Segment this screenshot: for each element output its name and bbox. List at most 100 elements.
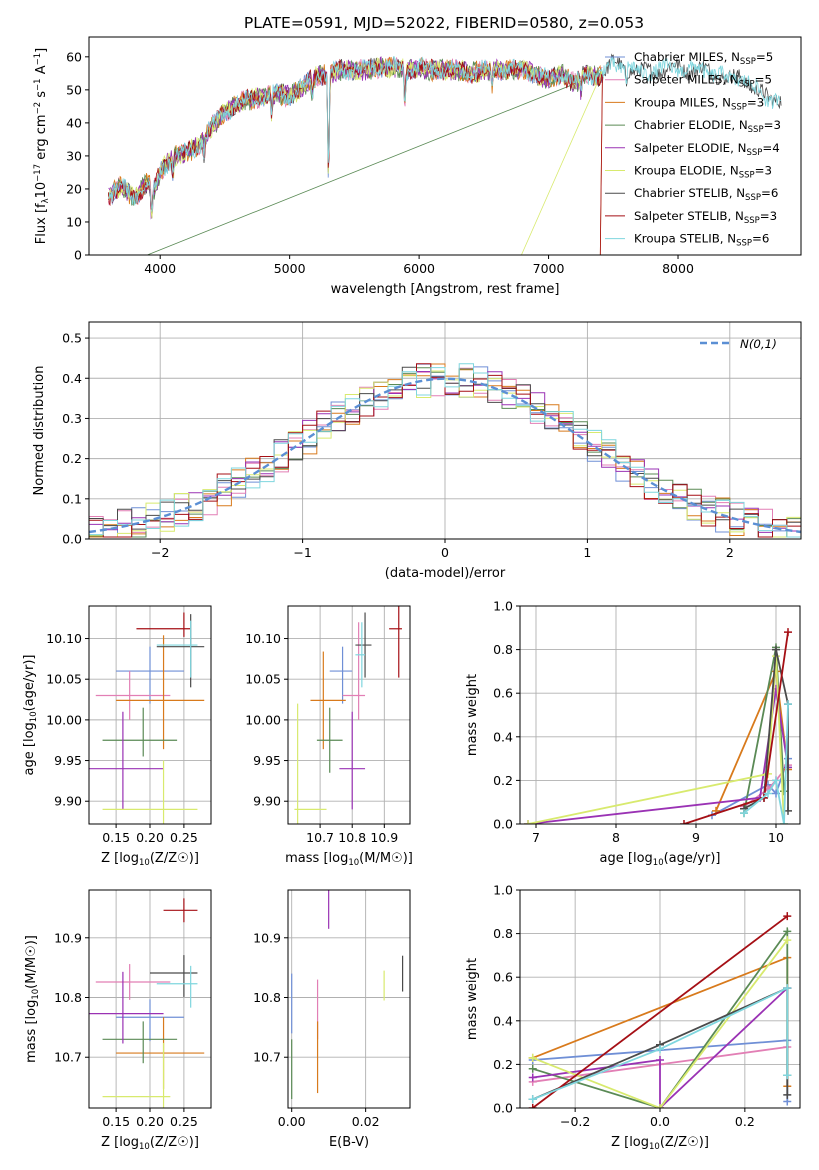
x-tick-label: 10.8: [338, 830, 366, 845]
y-tick-label: 0.8: [493, 642, 513, 657]
weight-line-9: [532, 986, 789, 1101]
y-tick-label: 10.00: [46, 712, 82, 727]
y-tick-label: 10.8: [54, 990, 82, 1005]
x-tick-label: 6000: [403, 261, 435, 276]
y-axis-label: mass [log10(M/M☉)]: [24, 935, 41, 1063]
figure-title: PLATE=0591, MJD=52022, FIBERID=0580, z=0…: [244, 14, 644, 32]
weight-marker: [783, 1090, 792, 1099]
legend-label: Chabrier ELODIE, NSSP=3: [634, 118, 781, 135]
y-tick-label: 60: [66, 49, 82, 64]
grid-lines: [89, 606, 211, 824]
histogram-step-8: [89, 363, 801, 538]
x-tick-label: 0.00: [278, 1114, 306, 1129]
x-tick-label: −0.2: [560, 1114, 590, 1129]
spectrum-line-8: [108, 56, 603, 255]
y-tick-label: 0.5: [62, 331, 82, 346]
grid-lines: [89, 890, 211, 1108]
y-tick-label: 1.0: [493, 883, 513, 898]
axes-frame: [287, 605, 411, 825]
age-vs-metallicity-panel: 0.15 0.20 0.25 9.90 9.95 10.00 10.05 10.10 Z [lo…: [22, 605, 212, 868]
x-tick-label: 5000: [274, 261, 306, 276]
x-tick-label: 2: [726, 545, 734, 560]
weight-marker: [764, 789, 772, 798]
y-tick-label: 1.0: [493, 599, 513, 614]
axes-frame: [519, 605, 801, 825]
spectrum-line-2: [108, 57, 603, 215]
x-tick-label: 8: [612, 830, 620, 845]
weight-marker: [528, 1053, 537, 1062]
y-tick-label: 0.2: [493, 773, 513, 788]
x-axis-label: Z [log10(Z/Z☉)]: [101, 1135, 199, 1152]
x-tick-label: 0.25: [170, 830, 198, 845]
x-tick-label: −2: [151, 545, 169, 560]
x-axis-label: mass [log10(M/M☉)]: [285, 851, 413, 868]
y-tick-label: 0.4: [62, 371, 82, 386]
plot-area: [294, 606, 402, 824]
x-tick-label: 0.02: [352, 1114, 380, 1129]
y-tick-label: 50: [66, 82, 82, 97]
weight-line-6: [527, 656, 785, 824]
x-tick-label: 0.20: [136, 830, 164, 845]
legend-label: Salpeter ELODIE, NSSP=4: [634, 141, 780, 158]
y-tick-label: 0.2: [493, 1057, 513, 1072]
age-vs-mass-panel: 10.7 10.8 10.9 9.90 9.95 10.00 10.05 10.10 mass …: [245, 605, 413, 868]
weight-marker: [656, 1045, 664, 1054]
histogram-step-9: [89, 363, 801, 538]
legend-label: Salpeter STELIB, NSSP=3: [634, 209, 777, 226]
y-tick-label: 10.05: [245, 672, 281, 687]
y-tick-label: 9.95: [253, 753, 281, 768]
x-axis-label: age [log10(age/yr)]: [600, 851, 721, 868]
legend-label: Chabrier STELIB, NSSP=6: [634, 186, 778, 203]
weight-marker: [528, 1095, 537, 1104]
axes-frame: [287, 889, 411, 1109]
x-tick-label: 0.25: [170, 1114, 198, 1129]
weight-line-6: [532, 939, 789, 1108]
weight-marker: [783, 936, 792, 945]
y-tick-label: 10: [66, 214, 82, 229]
y-tick-label: 10.00: [245, 712, 281, 727]
weight-line-8: [683, 632, 789, 824]
weight-marker: [528, 1064, 537, 1073]
weight-marker: [772, 776, 780, 785]
y-tick-label: 10.05: [46, 672, 82, 687]
x-tick-label: 8000: [662, 261, 694, 276]
weight-marker: [784, 628, 792, 637]
y-tick-label: 10.9: [54, 930, 82, 945]
mass-weight-vs-metallicity-panel: −0.2 0.0 0.2 0.0 0.2 0.4 0.6 0.8 1.0 Z [log10(Z/Z…: [465, 883, 801, 1152]
weight-marker: [780, 787, 788, 796]
y-tick-label: 9.95: [54, 753, 82, 768]
residual-histogram-panel: −2 −1 0 1 2 0.0 0.1 0.2 0.3 0.4 0.5 N(0,1) (data-mod…: [32, 321, 802, 581]
x-tick-label: 1: [583, 545, 591, 560]
weight-marker: [784, 700, 792, 709]
weight-marker: [780, 820, 788, 824]
y-axis-label: Normed distribution: [32, 366, 47, 496]
y-axis-label: mass weight: [465, 674, 480, 756]
plot-area: [108, 53, 782, 255]
y-tick-label: 10.9: [253, 930, 281, 945]
spectrum-line-9: [108, 56, 782, 212]
y-tick-label: 0: [74, 248, 82, 263]
x-tick-label: −1: [293, 545, 311, 560]
x-tick-label: 10.9: [370, 830, 398, 845]
plot-area: [89, 898, 205, 1108]
legend-label: Kroupa MILES, NSSP=3: [634, 95, 764, 112]
x-axis-label: (data-model)/error: [385, 566, 506, 581]
legend-label: Kroupa STELIB, NSSP=6: [634, 232, 769, 249]
x-tick-label: 0.15: [102, 830, 130, 845]
weight-marker: [783, 1071, 792, 1080]
y-tick-label: 0.6: [493, 686, 513, 701]
x-tick-label: 10.7: [306, 830, 334, 845]
plot-area: [291, 890, 404, 1100]
x-tick-label: 0.2: [735, 1114, 755, 1129]
x-tick-label: 0.0: [650, 1114, 670, 1129]
y-tick-label: 30: [66, 148, 82, 163]
y-tick-label: 0.3: [62, 411, 82, 426]
weight-marker: [680, 820, 688, 824]
grid-lines: [288, 606, 410, 824]
spectrum-legend: Chabrier MILES, NSSP=5 Salpeter MILES, NS…: [605, 50, 781, 249]
y-tick-label: 0.4: [493, 1013, 513, 1028]
y-tick-label: 0.6: [493, 970, 513, 985]
y-tick-label: 10.7: [54, 1050, 82, 1065]
y-tick-label: 0.0: [493, 817, 513, 832]
x-tick-label: 0: [441, 545, 449, 560]
